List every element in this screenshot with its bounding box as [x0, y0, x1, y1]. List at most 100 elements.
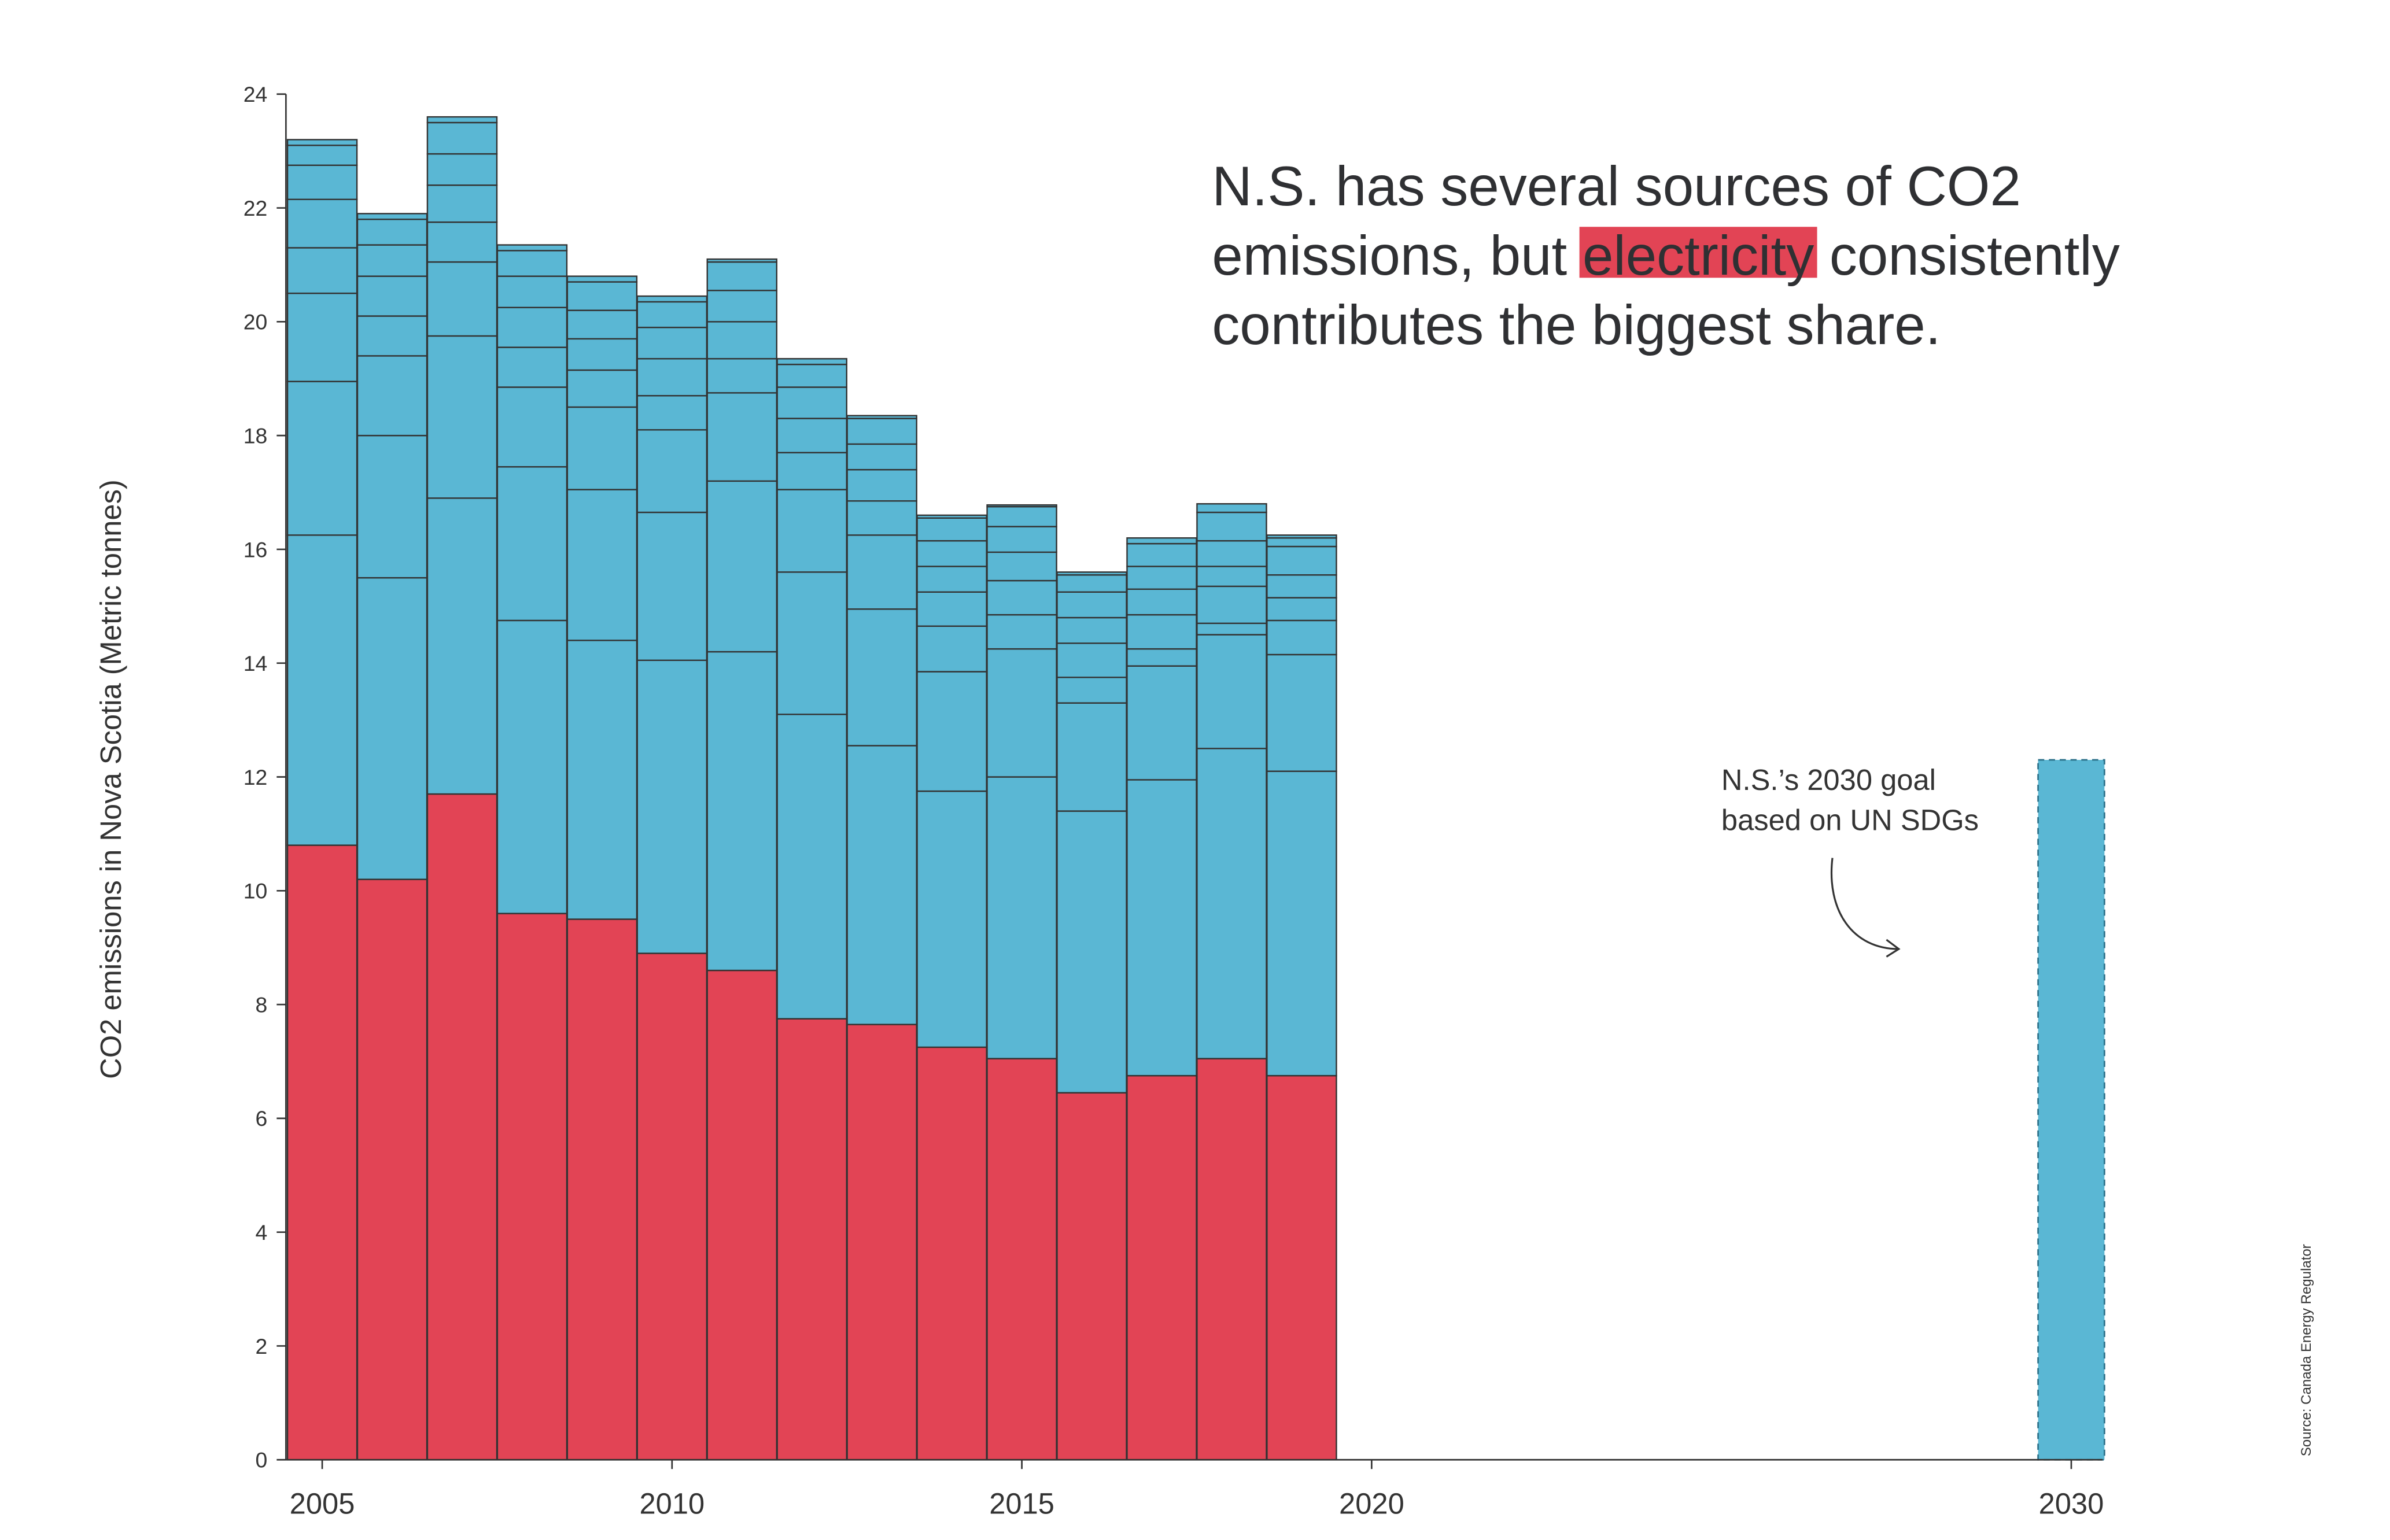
x-tick-label: 2030 [2039, 1487, 2104, 1520]
bar-segment-other [1056, 574, 1127, 593]
bar-segment-other [776, 489, 847, 573]
bar-segment-other [1056, 591, 1127, 619]
bar-segment-electricity [1126, 1074, 1197, 1461]
bar-segment-other [706, 321, 778, 360]
bar-2009 [566, 275, 638, 1461]
bar-segment-other [1196, 585, 1267, 625]
bar-segment-other [496, 346, 568, 388]
bar-segment-other [286, 381, 358, 536]
bar-segment-other [566, 338, 638, 371]
x-tick-label: 2015 [989, 1487, 1054, 1520]
bar-2015 [986, 504, 1057, 1461]
bar-segment-other [636, 511, 708, 661]
y-tick-label: 14 [244, 651, 268, 675]
bar-segment-other [496, 244, 568, 252]
bar-segment-other [706, 290, 778, 323]
bar-segment-other [916, 517, 987, 542]
bar-segment-other [916, 540, 987, 567]
bar-segment-other [846, 500, 917, 536]
bar-segment-other [356, 244, 428, 277]
bar-segment-other [1266, 619, 1337, 656]
bar-segment-other [426, 497, 498, 795]
bar-segment-other [776, 386, 847, 419]
bar-segment-other [986, 648, 1057, 778]
title-line-1: N.S. has several sources of CO2 [1212, 156, 2021, 217]
bar-segment-other [1266, 545, 1337, 576]
bar-segment-other [1196, 540, 1267, 567]
bar-segment-other [356, 275, 428, 317]
bar-segment-other [286, 198, 358, 249]
bar-segment-other [286, 534, 358, 846]
y-tick-label: 22 [244, 196, 268, 220]
bar-segment-electricity [356, 878, 428, 1461]
bar-segment-electricity [776, 1018, 847, 1461]
title-highlight-word: electricity [1583, 225, 1814, 287]
bar-segment-other [916, 671, 987, 792]
goal-annotation-line-2: based on UN SDGs [1721, 804, 1979, 837]
bar-segment-other [566, 309, 638, 340]
bar-segment-other [776, 714, 847, 1020]
bar-segment-other [426, 221, 498, 263]
bar-2016 [1056, 571, 1127, 1461]
bar-segment-other [636, 659, 708, 954]
bar-segment-other [286, 139, 358, 146]
bar-segment-other [356, 355, 428, 437]
bar-segment-other [916, 625, 987, 673]
bar-segment-other [1196, 748, 1267, 1059]
bar-segment-other [636, 301, 708, 328]
bar-segment-other [1056, 642, 1127, 678]
bar-segment-other [636, 429, 708, 514]
bar-segment-other [1266, 534, 1337, 539]
bar-segment-other [986, 614, 1057, 650]
y-tick-label: 10 [244, 879, 268, 903]
bar-segment-other [566, 281, 638, 311]
bar-2008 [496, 244, 568, 1461]
bar-segment-other [986, 505, 1057, 527]
goal-bar-2030 [2037, 759, 2105, 1461]
y-tick-label: 0 [256, 1448, 268, 1472]
bar-2006 [356, 213, 428, 1461]
bar-segment-other [1196, 503, 1267, 514]
bar-2005 [286, 139, 358, 1461]
bar-2019 [1266, 534, 1337, 1461]
bar-segment-other [426, 153, 498, 186]
bar-segment-electricity [846, 1024, 917, 1461]
bar-segment-electricity [1196, 1058, 1267, 1461]
bar-segment-other [776, 571, 847, 715]
bar-segment-other [1266, 537, 1337, 548]
bar-segment-other [1196, 511, 1267, 542]
bar-segment-other [706, 392, 778, 482]
bar-segment-other [776, 452, 847, 490]
y-tick-label: 4 [256, 1220, 268, 1244]
bar-segment-other [566, 275, 638, 283]
title-line-2: emissions, but electricity consistently [1212, 225, 2119, 287]
bar-segment-other [846, 415, 917, 419]
bar-segment-other [986, 504, 1057, 508]
bar-segment-other [706, 358, 778, 394]
bar-segment-other [846, 745, 917, 1025]
bars-group [286, 116, 2105, 1461]
title-highlight [1579, 227, 1817, 278]
bar-2012 [776, 358, 847, 1461]
title-line-3: contributes the biggest share. [1212, 294, 1941, 356]
bar-segment-other [916, 566, 987, 593]
bar-segment-other [1126, 648, 1197, 667]
bar-segment-electricity [706, 969, 778, 1461]
bar-segment-other [356, 315, 428, 357]
bar-segment-other [986, 579, 1057, 616]
bar-segment-other [986, 776, 1057, 1059]
bar-segment-other [1196, 622, 1267, 636]
x-tick-label: 2020 [1339, 1487, 1404, 1520]
bar-segment-other [496, 250, 568, 277]
bar-segment-other [846, 608, 917, 747]
y-tick-label: 8 [256, 992, 268, 1017]
bar-segment-other [1056, 810, 1127, 1094]
bar-segment-other [636, 358, 708, 397]
y-tick-label: 16 [244, 537, 268, 562]
bar-segment-other [986, 526, 1057, 553]
bar-segment-electricity [566, 918, 638, 1461]
bar-segment-electricity [1266, 1074, 1337, 1461]
bar-2017 [1126, 537, 1197, 1461]
y-tick-label: 24 [244, 82, 268, 106]
bar-2011 [706, 258, 778, 1461]
